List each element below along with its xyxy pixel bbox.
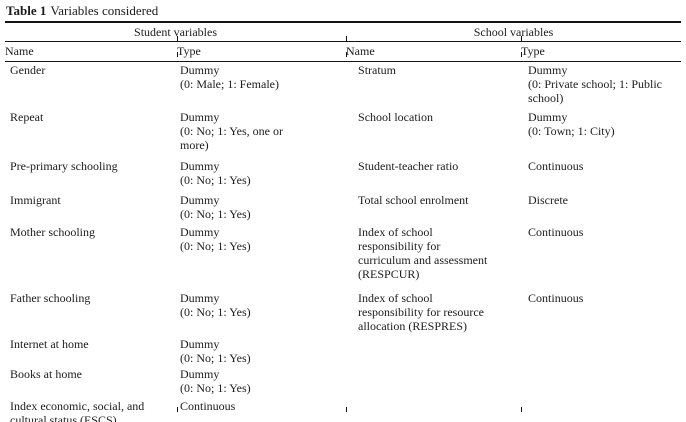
table-caption-text: Variables considered [50,3,159,18]
student-type-cell: Dummy (0: No; 1: Yes) [180,159,251,187]
table-border-tick [521,407,522,412]
school-name-cell: Student-teacher ratio [358,159,459,173]
table-row: Index economic, social, and cultural sta… [5,398,681,422]
school-name-cell: Index of school responsibility for curri… [358,225,488,281]
student-name-cell: Immigrant [10,193,61,207]
table-row: Internet at home Dummy (0: No; 1: Yes) [5,336,681,366]
table-row: Books at home Dummy (0: No; 1: Yes) [5,366,681,398]
school-name-cell [346,366,521,398]
school-type-cell [521,366,681,398]
school-type-cell: Continuous [528,225,584,239]
school-type-cell: Dummy (0: Private school; 1: Public scho… [528,63,663,105]
table-row: Repeat Dummy (0: No; 1: Yes, one or more… [5,109,681,158]
school-type-cell: Continuous [528,291,584,305]
column-header-student-name: Name [5,41,177,62]
student-name-cell: Repeat [10,110,44,124]
column-header-school-name: Name [346,41,522,62]
student-name-cell: Books at home [10,367,82,381]
table-border-tick [521,36,522,41]
table-row: Father schooling Dummy (0: No; 1: Yes) I… [5,290,681,336]
student-name-cell: Index economic, social, and cultural sta… [10,399,145,422]
student-type-cell: Dummy (0: No; 1: Yes) [180,193,251,221]
student-name-cell: Mother schooling [10,225,95,239]
group-header-student-variables: Student variables [5,23,347,42]
table-border-tick [177,407,178,412]
column-header-school-type: Type [521,41,682,62]
student-name-cell: Internet at home [10,337,89,351]
column-header-row: Name Type Name Type [5,41,682,62]
table-row: Mother schooling Dummy (0: No; 1: Yes) I… [5,224,681,290]
group-header-school-variables: School variables [346,23,682,42]
table-row: Pre-primary schooling Dummy (0: No; 1: Y… [5,158,681,192]
table-caption-label: Table 1 [6,3,47,18]
school-type-cell [521,336,681,366]
school-name-cell [346,398,521,422]
student-type-cell: Dummy (0: No; 1: Yes) [180,291,251,319]
table-body: Gender Dummy (0: Male; 1: Female) Stratu… [5,62,681,422]
school-type-cell [521,398,681,422]
table-border-tick [346,52,347,57]
student-name-cell: Father schooling [10,291,91,305]
table-border-tick [521,52,522,57]
school-type-cell: Dummy (0: Town; 1: City) [528,110,615,138]
student-type-cell: Dummy (0: No; 1: Yes) [180,367,251,395]
student-type-cell: Dummy (0: No; 1: Yes, one or more) [180,110,284,152]
student-type-cell: Continuous [180,399,236,413]
school-name-cell: Index of school responsibility for resou… [358,291,484,333]
column-header-student-type: Type [177,41,347,62]
student-type-cell: Dummy (0: No; 1: Yes) [180,225,251,253]
school-type-cell: Discrete [528,193,568,207]
table-border-tick [346,407,347,412]
table-row: Gender Dummy (0: Male; 1: Female) Stratu… [5,62,681,110]
table-caption: Table 1 Variables considered [5,3,681,23]
school-name-cell: Total school enrolment [358,193,469,207]
variables-table: Student variables School variables Name … [5,23,682,422]
student-type-cell: Dummy (0: No; 1: Yes) [180,337,251,365]
school-name-cell: School location [358,110,434,124]
table-border-tick [346,36,347,41]
student-type-cell: Dummy (0: Male; 1: Female) [180,63,279,91]
group-header-row: Student variables School variables [5,23,682,42]
school-name-cell [346,336,521,366]
table-row: Immigrant Dummy (0: No; 1: Yes) Total sc… [5,192,681,224]
student-name-cell: Gender [10,63,46,77]
school-type-cell: Continuous [528,159,584,173]
table-border-tick [177,52,178,57]
table-border-tick [177,36,178,41]
school-name-cell: Stratum [358,63,397,77]
student-name-cell: Pre-primary schooling [10,159,118,173]
